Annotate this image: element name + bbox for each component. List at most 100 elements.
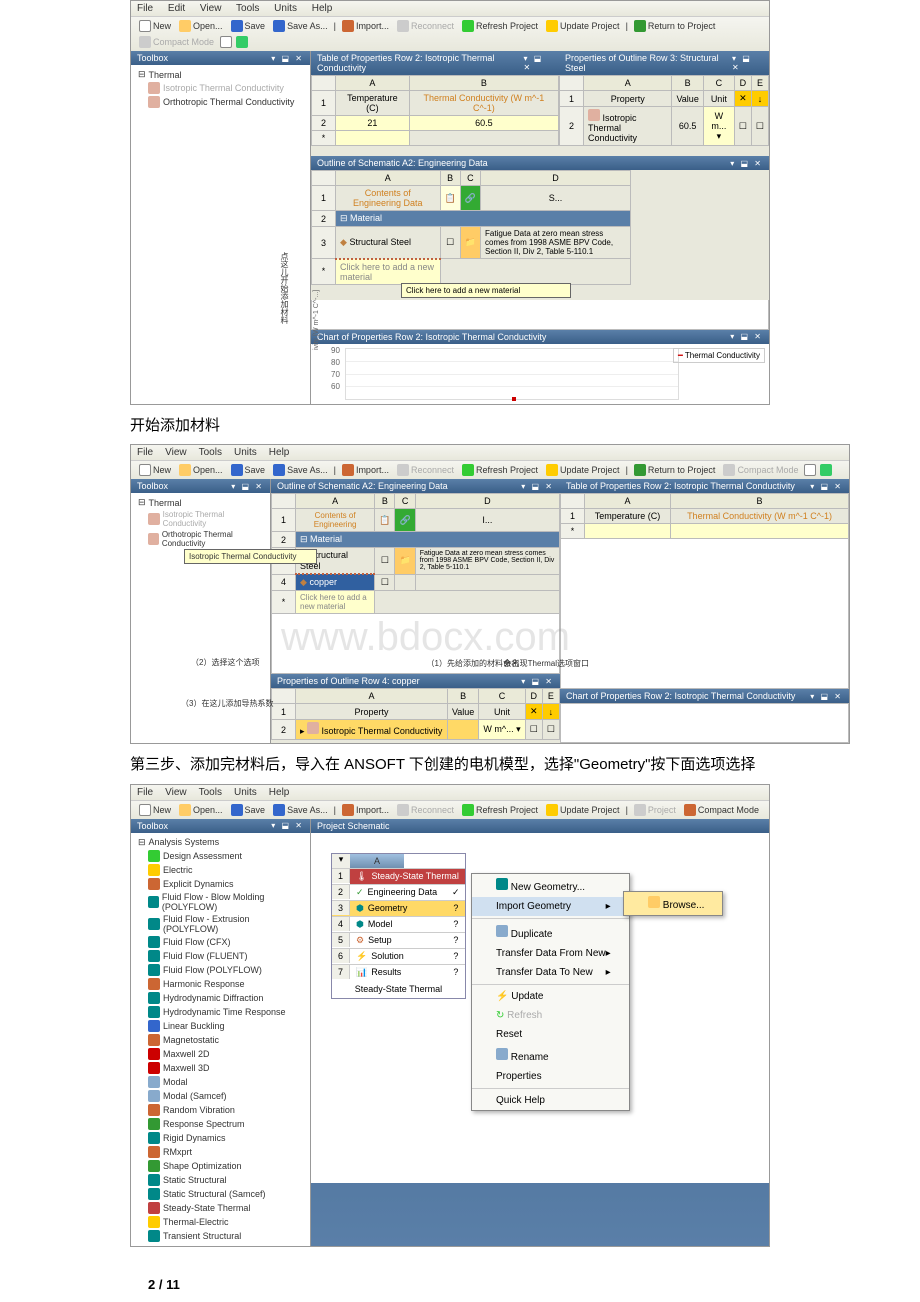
menu-file[interactable]: File bbox=[137, 3, 153, 14]
outline-header: Outline of Schematic A2: Engineering Dat… bbox=[311, 156, 769, 170]
system-item[interactable]: Maxwell 3D bbox=[134, 1061, 307, 1075]
menubar2[interactable]: FileViewToolsUnitsHelp bbox=[131, 445, 849, 460]
system-item[interactable]: Modal (Samcef) bbox=[134, 1089, 307, 1103]
system-item[interactable]: Response Spectrum bbox=[134, 1117, 307, 1131]
system-item[interactable]: Transient Structural bbox=[134, 1229, 307, 1243]
chart-header: Chart of Properties Row 2: Isotropic The… bbox=[311, 330, 769, 344]
schematic-header: Project Schematic bbox=[311, 819, 769, 833]
context-menu-geometry[interactable]: New Geometry... Import Geometry▸ Duplica… bbox=[471, 873, 630, 1111]
system-item[interactable]: Fluid Flow (FLUENT) bbox=[134, 949, 307, 963]
system-item[interactable]: Electric bbox=[134, 863, 307, 877]
toolbox-panel: Toolbox▾ ⬓ ✕ ⊟ Thermal Isotropic Thermal… bbox=[131, 51, 311, 404]
system-item[interactable]: Explicit Dynamics bbox=[134, 877, 307, 891]
mi-newgeom[interactable]: New Geometry... bbox=[472, 874, 629, 897]
col-temp[interactable]: Temperature (C) bbox=[336, 91, 410, 116]
schem-engdata[interactable]: ✓Engineering Data bbox=[350, 885, 447, 900]
mi-transferto[interactable]: Transfer Data To New▸ bbox=[472, 963, 629, 982]
system-item[interactable]: Harmonic Response bbox=[134, 977, 307, 991]
props-header: Properties of Outline Row 3: Structural … bbox=[559, 51, 769, 75]
ann-2d: 会出现Thermal选项窗口 bbox=[504, 658, 589, 669]
menu-view[interactable]: View bbox=[200, 3, 222, 14]
caption-2: 第三步、添加完材料后，导入在 ANSOFT 下创建的电机模型，选择"Geomet… bbox=[130, 752, 790, 778]
mi-importgeom[interactable]: Import Geometry▸ bbox=[472, 897, 629, 916]
system-item[interactable]: Fluid Flow (POLYFLOW) bbox=[134, 963, 307, 977]
outline-table: ABCD 1Contents of Engineering Data📋🔗S...… bbox=[311, 170, 631, 285]
system-item[interactable]: Steady-State Thermal bbox=[134, 1201, 307, 1215]
mi-refresh[interactable]: ↻ Refresh bbox=[472, 1006, 629, 1025]
menu-edit[interactable]: Edit bbox=[168, 3, 185, 14]
schem-solution[interactable]: ⚡Solution bbox=[350, 949, 447, 964]
menubar[interactable]: File Edit View Tools Units Help bbox=[131, 1, 769, 16]
annotation-1: 点这儿开始添加材料 bbox=[279, 252, 290, 324]
ann-2b: （3）在这儿添加导热系数 bbox=[181, 698, 320, 709]
system-item[interactable]: Rigid Dynamics bbox=[134, 1131, 307, 1145]
schem-model[interactable]: ⬢Model bbox=[350, 917, 447, 932]
system-item[interactable]: Linear Buckling bbox=[134, 1019, 307, 1033]
mi-quickhelp[interactable]: Quick Help bbox=[472, 1091, 629, 1110]
mi-update[interactable]: ⚡ Update bbox=[472, 987, 629, 1006]
mi-properties[interactable]: Properties bbox=[472, 1067, 629, 1086]
tooltip-iso: Isotropic Thermal Conductivity bbox=[184, 549, 317, 564]
chart-area: ivity [W m^-1 C^-...] 90 80 70 60 ━ Ther… bbox=[311, 344, 769, 404]
toolbox2: Toolbox▾ ⬓ ✕ ⊟ Thermal Isotropic Thermal… bbox=[131, 479, 271, 743]
new-button[interactable]: New bbox=[137, 20, 173, 32]
system-item[interactable]: Fluid Flow - Extrusion (POLYFLOW) bbox=[134, 913, 307, 935]
system-item[interactable]: Static Structural bbox=[134, 1173, 307, 1187]
mi-transfernew[interactable]: Transfer Data From New▸ bbox=[472, 944, 629, 963]
system-item[interactable]: Maxwell 2D bbox=[134, 1047, 307, 1061]
caption-1: 开始添加材料 bbox=[130, 413, 920, 439]
table-header: Table of Properties Row 2: Isotropic The… bbox=[311, 51, 559, 75]
schem-results[interactable]: 📊Results bbox=[350, 965, 447, 980]
props-table: ABCDE 1PropertyValueUnit✕↓ 2 Isotropic T… bbox=[559, 75, 769, 146]
schematic-block: ▾A 1🌡Steady-State Thermal 2✓Engineering … bbox=[331, 853, 466, 999]
screenshot-2: www.bdocx.com FileViewToolsUnitsHelp New… bbox=[130, 444, 850, 744]
system-item[interactable]: Shape Optimization bbox=[134, 1159, 307, 1173]
menubar3[interactable]: FileViewToolsUnitsHelp bbox=[131, 785, 769, 800]
context-submenu-browse[interactable]: Browse... bbox=[623, 891, 723, 916]
refresh-button[interactable]: Refresh Project bbox=[460, 20, 540, 32]
mi-browse[interactable]: Browse... bbox=[624, 892, 722, 915]
toolbar3: New Open... Save Save As... | Import... … bbox=[131, 800, 769, 819]
system-item[interactable]: Static Structural (Samcef) bbox=[134, 1187, 307, 1201]
tooltip-add-material: Click here to add a new material bbox=[401, 283, 571, 298]
cell-cond[interactable]: 60.5 bbox=[409, 116, 558, 131]
return-button[interactable]: Return to Project bbox=[632, 20, 718, 32]
update-button[interactable]: Update Project bbox=[544, 20, 622, 32]
menu-tools[interactable]: Tools bbox=[236, 3, 259, 14]
toolbar: New Open... Save Save As... | Import... … bbox=[131, 16, 769, 51]
save-button[interactable]: Save bbox=[229, 20, 268, 32]
chart-legend: ━ Thermal Conductivity bbox=[673, 348, 765, 363]
system-item[interactable]: Fluid Flow - Blow Molding (POLYFLOW) bbox=[134, 891, 307, 913]
import-button[interactable]: Import... bbox=[340, 20, 391, 32]
system-item[interactable]: Hydrodynamic Time Response bbox=[134, 1005, 307, 1019]
saveas-button[interactable]: Save As... bbox=[271, 20, 330, 32]
system-item[interactable]: Modal bbox=[134, 1075, 307, 1089]
tree-thermal[interactable]: ⊟ Thermal bbox=[134, 68, 307, 81]
tree-ortho[interactable]: Orthotropic Thermal Conductivity bbox=[134, 95, 307, 109]
toolbox3: Toolbox▾ ⬓ ✕ ⊟ Analysis Systems Design A… bbox=[131, 819, 311, 1246]
schem-title[interactable]: 🌡Steady-State Thermal bbox=[350, 869, 465, 884]
tree-iso[interactable]: Isotropic Thermal Conductivity bbox=[134, 81, 307, 95]
schem-setup[interactable]: ⚙Setup bbox=[350, 933, 447, 948]
system-item[interactable]: RMxprt bbox=[134, 1145, 307, 1159]
system-item[interactable]: Random Vibration bbox=[134, 1103, 307, 1117]
system-item[interactable]: Thermal-Electric bbox=[134, 1215, 307, 1229]
system-item[interactable]: Hydrodynamic Diffraction bbox=[134, 991, 307, 1005]
system-item[interactable]: Fluid Flow (CFX) bbox=[134, 935, 307, 949]
open-button[interactable]: Open... bbox=[177, 20, 225, 32]
menu-help[interactable]: Help bbox=[312, 3, 333, 14]
toolbox-header: Toolbox▾ ⬓ ✕ bbox=[131, 51, 310, 65]
mi-rename[interactable]: Rename bbox=[472, 1044, 629, 1067]
mi-duplicate[interactable]: Duplicate bbox=[472, 921, 629, 944]
reconnect-button[interactable]: Reconnect bbox=[395, 20, 456, 32]
props-table2: ABCDE 1PropertyValueUnit✕↓ 2▸ Isotropic … bbox=[271, 688, 560, 740]
system-item[interactable]: Design Assessment bbox=[134, 849, 307, 863]
cell-temp[interactable]: 21 bbox=[336, 116, 410, 131]
mi-reset[interactable]: Reset bbox=[472, 1025, 629, 1044]
compact-button[interactable]: Compact Mode bbox=[137, 36, 216, 48]
system-item[interactable]: Magnetostatic bbox=[134, 1033, 307, 1047]
schem-geometry[interactable]: ⬢Geometry bbox=[350, 901, 447, 916]
col-cond[interactable]: Thermal Conductivity (W m^-1 C^-1) bbox=[409, 91, 558, 116]
screenshot-1: File Edit View Tools Units Help New Open… bbox=[130, 0, 770, 405]
menu-units[interactable]: Units bbox=[274, 3, 297, 14]
